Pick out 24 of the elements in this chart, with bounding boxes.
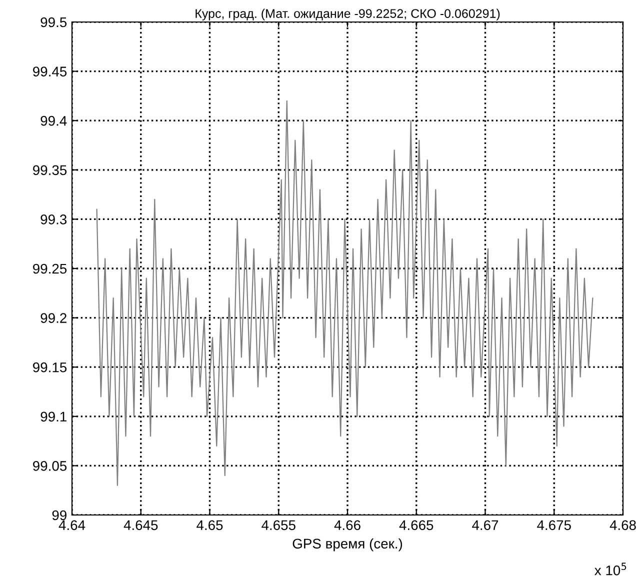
- y-tick-label: 99: [52, 510, 66, 520]
- x-tick-label: 4.67: [472, 520, 498, 530]
- chart-title: Курс, град. (Мат. ожидание -99.2252; СКО -0.060291): [196, 8, 500, 20]
- x-tick-label: 4.68: [610, 520, 636, 530]
- y-tick-label: 99.15: [33, 362, 67, 372]
- x-tick-label: 4.66: [334, 520, 360, 530]
- y-tick-label: 99.35: [33, 165, 67, 176]
- y-tick-label: 99.1: [40, 412, 66, 422]
- y-tick-label: 99.45: [33, 66, 67, 76]
- y-tick-label: 99.5: [40, 17, 67, 28]
- x-axis-title: GPS время (сек.): [292, 538, 402, 552]
- x-tick-label: 4.64: [58, 520, 86, 530]
- y-tick-label: 99.4: [40, 116, 67, 126]
- x-tick-label: 4.65: [196, 520, 223, 530]
- y-tick-label: 99.05: [33, 461, 67, 471]
- text: x 10$^{5}$: [594, 562, 626, 576]
- x-tick-label: 4.655: [262, 520, 296, 530]
- y-tick-label: 99.3: [40, 214, 67, 224]
- y-tick-label: 99.2: [40, 313, 66, 323]
- x-tick-label: 4.665: [399, 520, 434, 530]
- y-tick-label: 99.25: [33, 264, 67, 274]
- x-tick-label: 4.645: [124, 520, 158, 530]
- line-series: [96, 100, 594, 486]
- x-tick-label: 4.675: [537, 520, 571, 530]
